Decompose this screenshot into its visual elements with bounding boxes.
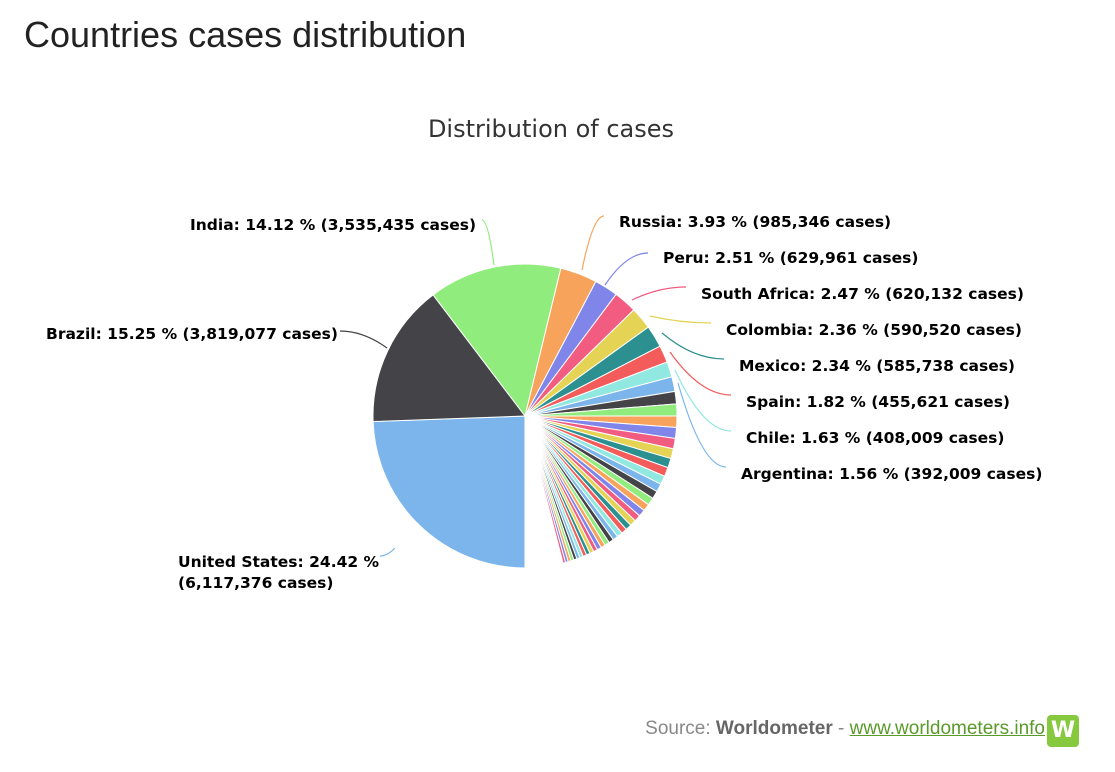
pie-slice-india[interactable] [432, 263, 562, 418]
connector-united-states [379, 547, 396, 557]
connector-chile [674, 369, 732, 432]
worldometer-logo-icon: W [1047, 715, 1079, 747]
connector-colombia [649, 315, 712, 324]
label-connectors [339, 215, 732, 557]
connector-peru [604, 252, 649, 286]
slice-label-russia: Russia: 3.93 % (985,346 cases) [619, 213, 891, 231]
connector-spain [669, 351, 732, 396]
slice-label-chile: Chile: 1.63 % (408,009 cases) [746, 429, 1004, 447]
slice-label-united-states-line2: (6,117,376 cases) [178, 574, 333, 592]
pie-slices [372, 263, 678, 570]
slice-label-spain: Spain: 1.82 % (455,621 cases) [746, 393, 1010, 411]
slice-label-argentina: Argentina: 1.56 % (392,009 cases) [741, 465, 1042, 483]
source-prefix: Source: [645, 718, 716, 739]
connector-argentina [677, 382, 727, 468]
slice-label-colombia: Colombia: 2.36 % (590,520 cases) [726, 321, 1022, 339]
pie-slice-united-states[interactable] [372, 415, 526, 569]
page-title: Countries cases distribution [24, 14, 467, 55]
connector-india [481, 219, 495, 266]
source-brand: Worldometer [715, 718, 833, 739]
pie-slice-brazil[interactable] [372, 294, 526, 423]
slice-label-mexico: Mexico: 2.34 % (585,738 cases) [739, 357, 1015, 375]
chart-title: Distribution of cases [428, 115, 674, 143]
slice-labels: United States: 24.42 % (6,117,376 cases) B… [46, 213, 1042, 592]
slice-label-india: India: 14.12 % (3,535,435 cases) [190, 216, 476, 234]
source-credit: Source: Worldometer - www.worldometers.i… [645, 718, 1045, 740]
source-separator: - [832, 718, 850, 739]
connector-mexico [661, 332, 725, 360]
connector-brazil [339, 330, 388, 349]
connector-russia [581, 215, 605, 271]
slice-label-united-states: United States: 24.42 % [178, 553, 380, 571]
slice-label-peru: Peru: 2.51 % (629,961 cases) [663, 249, 919, 267]
slice-label-brazil: Brazil: 15.25 % (3,819,077 cases) [46, 325, 338, 343]
slice-label-south-africa: South Africa: 2.47 % (620,132 cases) [701, 285, 1024, 303]
source-link[interactable]: www.worldometers.info [849, 718, 1045, 739]
pie-gap [525, 416, 564, 570]
connector-south-africa [631, 286, 687, 301]
